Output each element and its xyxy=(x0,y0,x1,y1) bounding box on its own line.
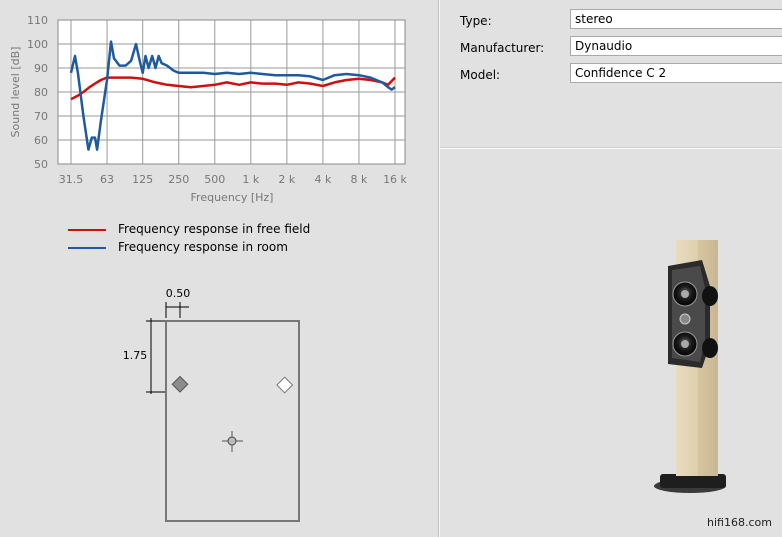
info-divider xyxy=(440,147,782,148)
x-tick-label: 2 k xyxy=(278,173,295,186)
legend-label-free-field: Frequency response in free field xyxy=(118,222,311,236)
x-tick-label: 63 xyxy=(100,173,114,186)
right-speaker-marker xyxy=(276,376,294,394)
y-tick-label: 50 xyxy=(34,158,48,171)
grid-lines xyxy=(58,20,405,164)
y-tick-labels: 50 60 70 80 90 100 110 xyxy=(27,14,48,171)
model-field[interactable] xyxy=(570,63,782,83)
legend-swatch-room xyxy=(68,247,106,249)
listener-position-marker xyxy=(222,431,243,452)
panel-divider-highlight xyxy=(439,0,440,537)
type-field[interactable] xyxy=(570,9,782,29)
info-divider-highlight xyxy=(440,148,782,149)
x-tick-label: 16 k xyxy=(383,173,407,186)
x-tick-label: 250 xyxy=(168,173,189,186)
panel-divider xyxy=(438,0,439,537)
width-dimension-label: 0.50 xyxy=(166,287,191,300)
distance-dimension-label: 1.75 xyxy=(123,349,148,362)
frequency-response-chart: 50 60 70 80 90 100 110 31.5 63 125 250 500 1 k 2 k 4 … xyxy=(9,14,408,204)
y-tick-label: 110 xyxy=(27,14,48,27)
manufacturer-field[interactable] xyxy=(570,36,782,56)
x-tick-labels: 31.5 63 125 250 500 1 k 2 k 4 k 8 k 16 k xyxy=(59,173,408,186)
room-outline xyxy=(165,320,300,522)
y-tick-label: 60 xyxy=(34,134,48,147)
free-field-response-line xyxy=(70,76,396,101)
manufacturer-label: Manufacturer: xyxy=(460,41,545,55)
model-label: Model: xyxy=(460,68,501,82)
legend-swatch-free-field xyxy=(68,229,106,231)
x-tick-label: 4 k xyxy=(314,173,331,186)
left-speaker-marker xyxy=(171,375,189,393)
room-response-line xyxy=(69,40,396,151)
speaker-product-image xyxy=(654,240,726,493)
y-tick-label: 90 xyxy=(34,62,48,75)
x-tick-label: 8 k xyxy=(351,173,368,186)
x-tick-label: 500 xyxy=(204,173,225,186)
legend-label-room: Frequency response in room xyxy=(118,240,288,254)
room-layout-diagram: 0.50 1.75 xyxy=(123,287,300,522)
credit-text: hifi168.com xyxy=(707,516,772,529)
series-lines xyxy=(69,40,396,151)
x-axis-label: Frequency [Hz] xyxy=(191,191,274,204)
type-label: Type: xyxy=(460,14,492,28)
y-tick-label: 70 xyxy=(34,110,48,123)
y-tick-label: 80 xyxy=(34,86,48,99)
x-tick-label: 31.5 xyxy=(59,173,84,186)
y-axis-label: Sound level [dB] xyxy=(9,47,22,138)
y-tick-label: 100 xyxy=(27,38,48,51)
x-tick-label: 1 k xyxy=(242,173,259,186)
x-tick-label: 125 xyxy=(132,173,153,186)
